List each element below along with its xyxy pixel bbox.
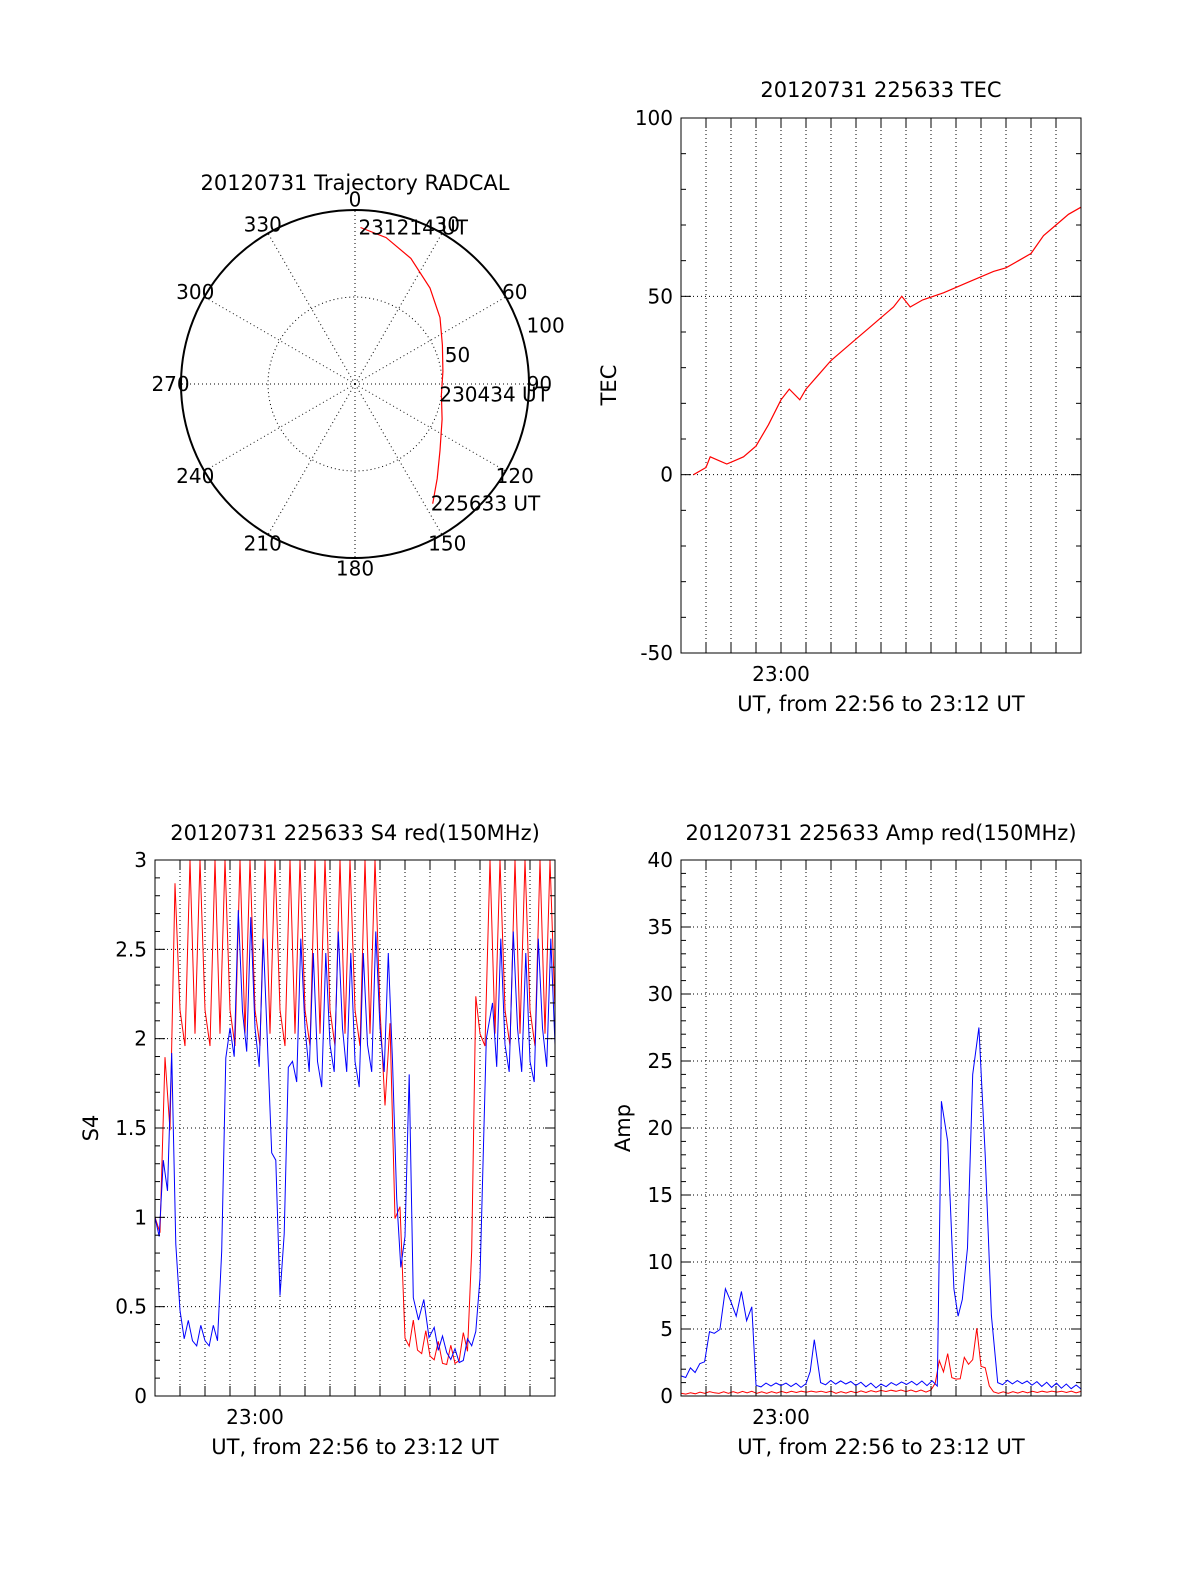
amp-xlabel: UT, from 22:56 to 23:12 UT	[737, 1435, 1025, 1459]
polar-annotation-0: 231214 UT	[358, 215, 468, 239]
p3-series-0-line	[680, 1328, 1082, 1395]
p1-ytick-label: 50	[648, 284, 673, 308]
trajectory-polar-plot: 20120731 Trajectory RADCAL 0 30 60 90 120 150…	[151, 171, 564, 580]
polar-angle-label-0: 0	[349, 188, 362, 212]
polar-annotation-2: 225633 UT	[431, 492, 541, 516]
p3-ytick-label: 5	[660, 1317, 673, 1341]
p3-ytick-label: 0	[660, 1384, 673, 1408]
polar-spoke-120	[354, 383, 506, 472]
tec-title: 20120731 225633 TEC	[760, 78, 1001, 102]
polar-outer-ring	[180, 209, 530, 559]
polar-angle-label-90: 90	[527, 372, 552, 396]
polar-angle-label-330: 330	[244, 212, 282, 236]
polar-radius-label-50: 50	[445, 343, 470, 367]
s4-plot: 20120731 225633 S4 red(150MHz) UT, from …	[79, 821, 556, 1459]
p1-ytick-label: 0	[660, 463, 673, 487]
polar-angle-label-240: 240	[176, 464, 214, 488]
tec-xlabel: UT, from 22:56 to 23:12 UT	[737, 692, 1025, 716]
p2-ytick-label: 3	[134, 848, 147, 872]
p3-ytick-label: 40	[648, 848, 673, 872]
polar-trajectory-line	[360, 226, 444, 504]
polar-spoke-210	[267, 383, 356, 535]
p2-ytick-label: 2.5	[115, 937, 147, 961]
p3-series-1-line	[680, 1027, 1082, 1390]
p3-ytick-label: 35	[648, 915, 673, 939]
p3-ytick-label: 25	[648, 1049, 673, 1073]
p2-ytick-label: 0	[134, 1384, 147, 1408]
tec-ylabel: TEC	[597, 365, 621, 407]
polar-radius-label-100: 100	[527, 313, 565, 337]
amp-ylabel: Amp	[611, 1104, 635, 1152]
polar-title: 20120731 Trajectory RADCAL	[201, 171, 510, 195]
p2-ytick-label: 1.5	[115, 1116, 147, 1140]
polar-spoke-30	[354, 233, 443, 385]
polar-spoke-240	[204, 383, 356, 472]
polar-spoke-300	[204, 296, 356, 385]
p2-series-1-line	[154, 910, 556, 1364]
polar-annotation-1: 230434 UT	[439, 383, 549, 407]
p3-ytick-label: 20	[648, 1116, 673, 1140]
p3-xtick-label: 23:00	[752, 1405, 810, 1429]
p1-ytick-label: 100	[635, 106, 673, 130]
polar-angle-label-300: 300	[176, 280, 214, 304]
polar-angle-label-30: 30	[434, 212, 459, 236]
s4-xlabel: UT, from 22:56 to 23:12 UT	[211, 1435, 499, 1459]
polar-angle-label-180: 180	[336, 556, 374, 580]
p1-xtick-label: 23:00	[752, 662, 810, 686]
s4-ylabel: S4	[79, 1115, 103, 1142]
polar-angle-label-270: 270	[151, 372, 189, 396]
polar-angle-label-60: 60	[502, 280, 527, 304]
amp-title: 20120731 225633 Amp red(150MHz)	[685, 821, 1076, 845]
polar-spoke-330	[267, 233, 356, 385]
p3-ytick-label: 15	[648, 1183, 673, 1207]
polar-spoke-150	[354, 383, 443, 535]
polar-angle-label-210: 210	[244, 532, 282, 556]
p2-ytick-label: 0.5	[115, 1295, 147, 1319]
p3-ytick-label: 10	[648, 1250, 673, 1274]
p1-series-0-line	[693, 206, 1082, 476]
p1-ytick-label: -50	[640, 641, 673, 665]
polar-spoke-60	[354, 296, 506, 385]
p2-ytick-label: 1	[134, 1205, 147, 1229]
amp-plot: 20120731 225633 Amp red(150MHz) UT, from…	[611, 821, 1082, 1459]
s4-title: 20120731 225633 S4 red(150MHz)	[170, 821, 540, 845]
p3-ytick-label: 30	[648, 982, 673, 1006]
p2-series-0-line	[154, 859, 556, 1366]
polar-angle-label-150: 150	[428, 532, 466, 556]
tec-plot: 20120731 225633 TEC UT, from 22:56 to 23…	[597, 78, 1082, 716]
polar-angle-label-120: 120	[496, 464, 534, 488]
p2-xtick-label: 23:00	[226, 1405, 284, 1429]
p2-ytick-label: 2	[134, 1027, 147, 1051]
